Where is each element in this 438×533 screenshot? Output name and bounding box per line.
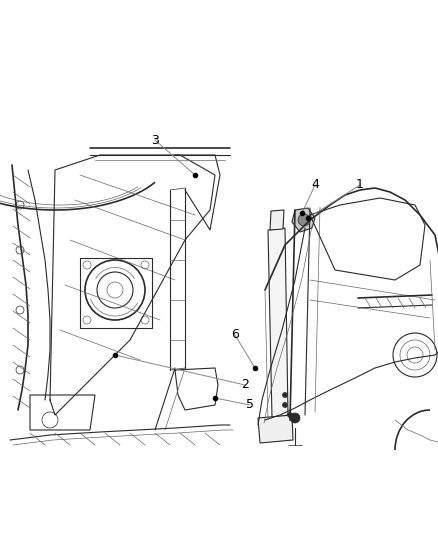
Text: 3: 3 — [151, 133, 159, 147]
Polygon shape — [268, 228, 288, 418]
Text: 6: 6 — [231, 328, 239, 342]
Circle shape — [283, 402, 287, 408]
Circle shape — [298, 214, 310, 226]
Text: 1: 1 — [356, 179, 364, 191]
Text: 2: 2 — [241, 378, 249, 392]
Polygon shape — [270, 210, 284, 230]
Circle shape — [290, 413, 300, 423]
Polygon shape — [258, 415, 293, 443]
Circle shape — [283, 392, 287, 398]
Polygon shape — [292, 208, 315, 232]
Circle shape — [287, 413, 293, 417]
Text: 5: 5 — [246, 399, 254, 411]
Text: 4: 4 — [311, 179, 319, 191]
